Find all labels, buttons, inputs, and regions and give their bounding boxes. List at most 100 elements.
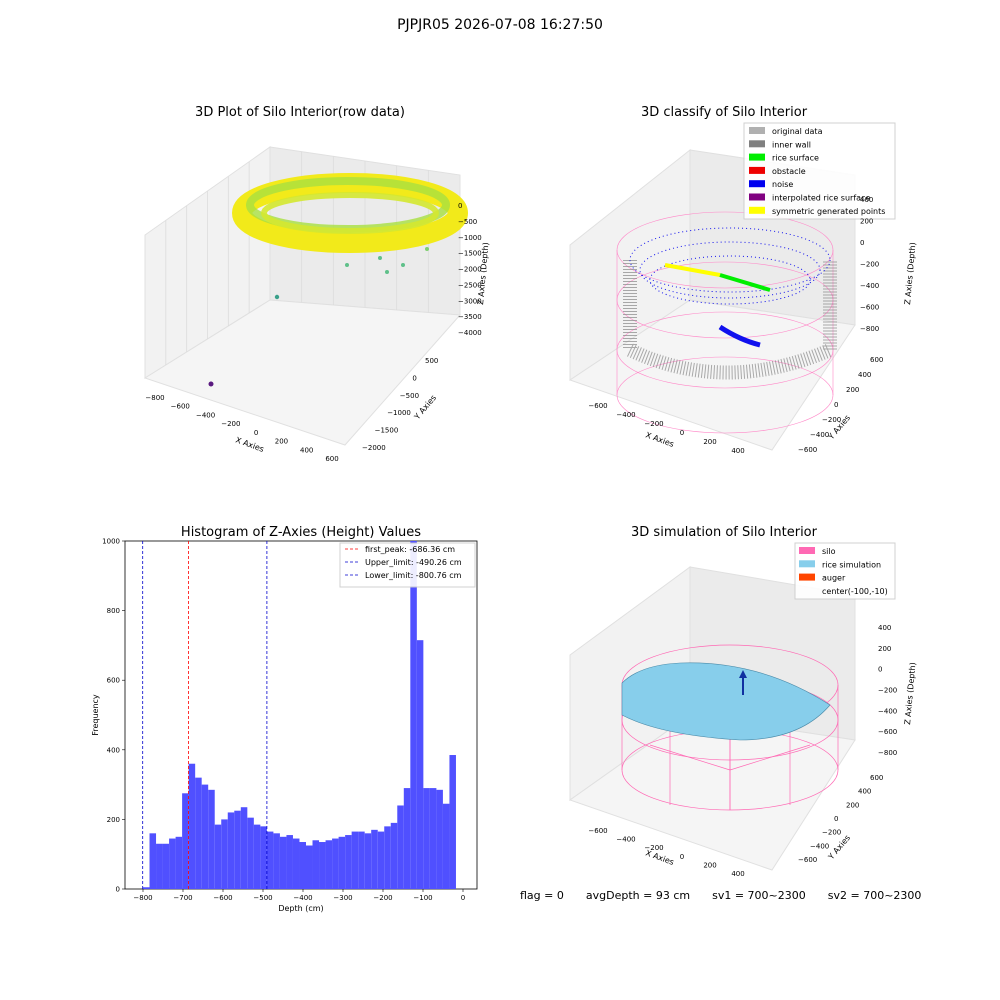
histogram-legend-label: Upper_limit: -490.26 cm [365,558,462,567]
classify-ytick-label: −600 [798,446,817,454]
histogram-bar [260,826,267,889]
histogram-legend: first_peak: -686.36 cm Upper_limit: -490.… [339,542,476,588]
raw-ytick-label: −500 [400,392,419,400]
classify-3d-plot: 3D classify of Silo Interior original da… [568,105,917,455]
simulation-ztick-label: 0 [878,666,882,674]
simulation-legend-label: auger [822,574,846,583]
figure-title: PJPJR05 2026-07-08 16:27:50 [397,17,603,33]
histogram-bar [325,840,333,889]
raw-xtick-label: 400 [300,446,313,454]
histogram-reference-lines [142,541,268,889]
classify-ztick-label: −600 [860,304,879,312]
raw-xtick-label: 0 [254,429,258,437]
simulation-zlabel: Z Axies (Depth) [903,662,917,725]
histogram-bar [162,843,170,889]
histogram-ytick-label: 600 [107,677,120,685]
histogram-bar [240,807,248,889]
simulation-ztick-label: −400 [878,707,897,715]
classify-silo-wireframe [616,211,834,434]
raw-plot-title: 3D Plot of Silo Interior(row data) [195,105,405,120]
simulation-xtick-label: −600 [588,827,607,835]
simulation-legend-label: silo [822,547,836,556]
histogram-bar [319,842,326,889]
classify-ytick-label: −200 [822,416,841,424]
histogram-bar [397,805,404,889]
classify-legend-label: rice surface [772,154,819,163]
classify-noise-points [629,227,831,348]
histogram-ytick-label: 800 [107,607,120,615]
simulation-xtick-label: −400 [616,836,635,844]
histogram-bar [377,831,385,889]
histogram-legend-label: Lower_limit: -800.76 cm [365,571,462,580]
classify-ytick-label: 400 [858,371,871,379]
raw-ztick-label: −3000 [458,297,482,305]
raw-xlabel: X Axies [234,435,265,454]
histogram-bar [371,829,378,889]
simulation-ztick-label: −600 [878,728,897,736]
histogram-bar [436,789,443,889]
histogram-bar [292,838,300,889]
histogram-xlabel: Depth (cm) [278,904,323,913]
histogram-bar [299,842,306,889]
classify-legend-label: interpolated rice surface [772,194,870,203]
classify-xtick-label: −600 [588,402,607,410]
histogram-title: Histogram of Z-Axies (Height) Values [181,525,421,540]
histogram-bar [410,541,417,889]
simulation-legend-label: rice simulation [822,560,881,569]
simulation-plot-title: 3D simulation of Silo Interior [631,525,818,540]
classify-ztick-label: 400 [860,196,873,204]
raw-ztick-label: −4000 [458,329,482,337]
simulation-ztick-label: −200 [878,687,897,695]
classify-ytick-label: −400 [810,431,829,439]
histogram-bar [403,788,411,889]
histogram-bar [429,788,437,889]
raw-ztick-label: −2500 [458,281,482,289]
sv1-text: sv1 = 700~2300 [712,889,806,902]
classify-legend-label: symmetric generated points [772,207,885,216]
histogram-bar [306,845,313,889]
histogram-bar [208,789,215,889]
classify-ztick-label: −800 [860,325,879,333]
histogram-bar [143,887,150,889]
histogram-bars [143,541,456,889]
classify-legend-label: original data [772,127,823,136]
histogram-xtick-label: −700 [173,894,192,902]
histogram-xtick-label: −300 [333,894,352,902]
histogram-bar [234,810,241,889]
flag-text: flag = 0 [520,889,564,902]
simulation-ylabel: Y Axies [826,833,852,862]
histogram-bar [169,838,176,889]
raw-xtick-label: 600 [325,455,338,463]
histogram-bar [312,840,320,889]
classify-ytick-label: 600 [870,356,883,364]
simulation-auger [739,670,747,695]
histogram-xtick-label: −800 [133,894,152,902]
histogram-bar [156,843,163,889]
histogram-bar [358,831,365,889]
raw-ytick-label: −1000 [387,409,411,417]
classify-symmetric-points [664,263,721,277]
histogram-bar [266,831,274,889]
simulation-xtick-label: 400 [731,870,744,878]
raw-xtick-label: −800 [145,394,164,402]
histogram-xtick-label: −600 [213,894,232,902]
classify-xlabel: X Axies [644,430,675,449]
raw-scatter-ring [232,173,468,253]
classify-xtick-label: 200 [703,438,716,446]
raw-ztick-label: −3500 [458,313,482,321]
simulation-legend: silo rice simulation auger center(-100,-10) [794,542,896,600]
simulation-rice-surface [621,662,831,741]
simulation-ytick-label: −200 [822,829,841,837]
histogram-chart: Histogram of Z-Axies (Height) Values −80… [91,525,478,913]
histogram-bar [416,640,424,889]
classify-legend-label: noise [772,180,793,189]
histogram-ytick-label: 400 [107,746,120,754]
raw-3d-plot: 3D Plot of Silo Interior(row data) −800 −… [143,105,490,463]
histogram-xtick-label: −500 [253,894,272,902]
status-footer: flag = 0 avgDepth = 93 cm sv1 = 700~2300 sv… [520,889,943,902]
classify-rice-surface [719,273,771,292]
histogram-xtick-label: −200 [373,894,392,902]
simulation-xtick-label: −200 [644,844,663,852]
classify-inner-wall [623,260,837,380]
simulation-silo-wireframe [621,644,839,811]
